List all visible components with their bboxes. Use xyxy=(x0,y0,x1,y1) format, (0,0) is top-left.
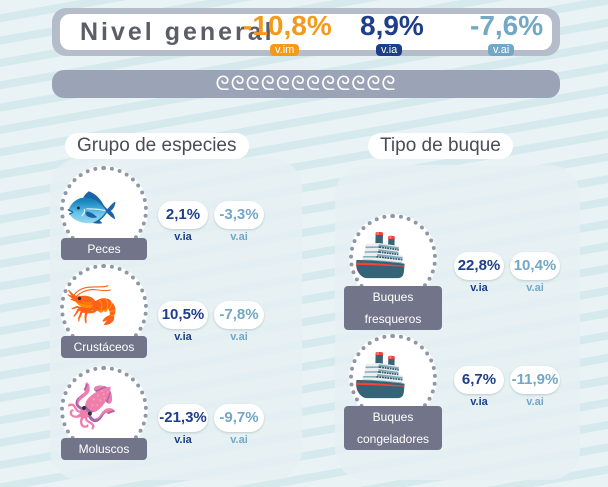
item-label: Buques fresqueros xyxy=(344,286,442,330)
general-level-title: Nivel general xyxy=(80,18,275,46)
via-label: v.ia xyxy=(174,434,192,446)
via-pill: 2,1% xyxy=(158,201,208,229)
via-tag: v.ia xyxy=(376,44,403,56)
vai-pill: -11,9% xyxy=(510,366,560,394)
vai-pill: 10,4% xyxy=(510,252,560,280)
squid-icon: 🦑 xyxy=(64,382,119,431)
vai-pill: -3,3% xyxy=(214,201,264,229)
vai-label: v.ai xyxy=(526,396,544,408)
vai-tag: v.ai xyxy=(488,44,515,56)
vai-label: v.ai xyxy=(230,231,248,243)
vim-tag: v.im xyxy=(270,44,300,56)
via-pill: 10,5% xyxy=(158,301,208,329)
vai-pill: -7,8% xyxy=(214,301,264,329)
species-title: Grupo de especies xyxy=(65,133,249,159)
vai-pill: -9,7% xyxy=(214,404,264,432)
freezer-boat-icon: 🚢 xyxy=(353,350,408,399)
via-value: 8,9% xyxy=(360,10,424,41)
vai-label: v.ai xyxy=(230,331,248,343)
item-label: Buques congeladores xyxy=(344,406,442,450)
via-pill: -21,3% xyxy=(158,404,208,432)
vim-value: -10,8% xyxy=(243,10,332,41)
via-label: v.ia xyxy=(174,231,192,243)
vai-label: v.ai xyxy=(526,282,544,294)
vai-value: -7,6% xyxy=(470,10,544,41)
vai-label: v.ai xyxy=(230,434,248,446)
item-label: Crustáceos xyxy=(61,336,147,358)
via-pill: 6,7% xyxy=(454,366,504,394)
fishing-boat-icon: 🚢 xyxy=(353,230,408,279)
vessels-title: Tipo de buque xyxy=(368,133,513,159)
via-label: v.ia xyxy=(470,282,488,294)
ornament-divider: ᘓᘓᘓᘓᘓᘓᘓᘓᘓᘓᘓᘓ xyxy=(52,70,560,98)
general-level-inner xyxy=(60,14,552,50)
via-label: v.ia xyxy=(174,331,192,343)
item-label: Peces xyxy=(61,238,147,260)
fish-icon: 🐟 xyxy=(64,182,119,231)
via-pill: 22,8% xyxy=(454,252,504,280)
shrimp-icon: 🦐 xyxy=(64,280,119,329)
item-label: Moluscos xyxy=(61,438,147,460)
via-label: v.ia xyxy=(470,396,488,408)
